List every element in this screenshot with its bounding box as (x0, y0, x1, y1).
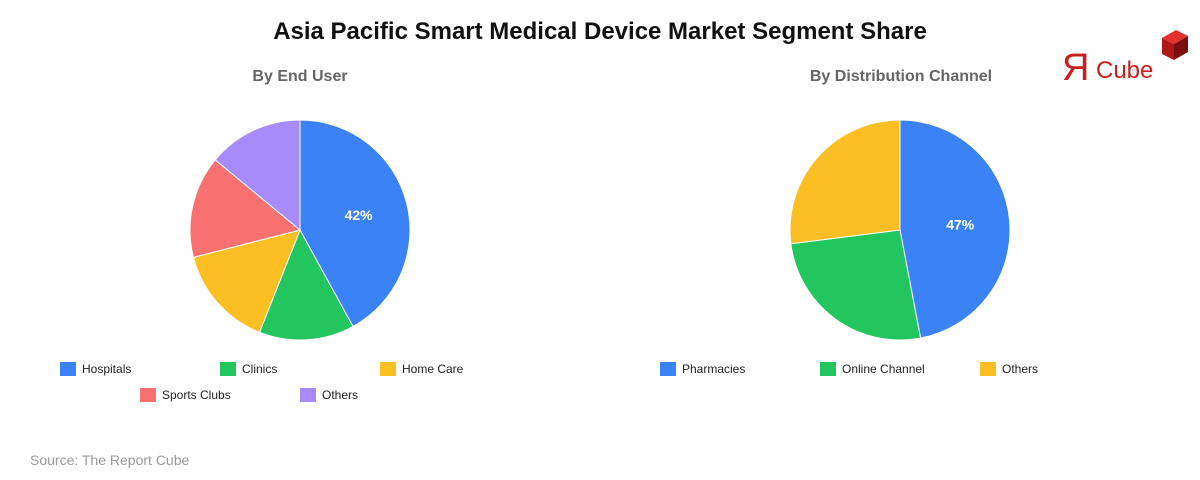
legend-label: Pharmacies (682, 362, 746, 376)
legend-swatch (140, 388, 156, 402)
pie2-title: By Distribution Channel (809, 68, 993, 85)
rcube-logo: Я Cube (1060, 28, 1190, 88)
legend-label: Online Channel (842, 362, 925, 376)
legend-item[interactable]: Others (980, 362, 1038, 376)
pie-slice-home-care (192, 229, 301, 333)
pie-slice-others (789, 119, 901, 245)
chart-title: Asia Pacific Smart Medical Device Market… (273, 18, 927, 45)
legend-swatch (660, 362, 676, 376)
svg-text:Cube: Cube (1096, 57, 1153, 84)
legend-item[interactable]: Pharmacies (660, 362, 745, 376)
legend-swatch (380, 362, 396, 376)
legend-label: Hospitals (82, 362, 132, 376)
legend-label: Home Care (402, 362, 464, 376)
pie-slice-clinics (258, 228, 354, 341)
source-note: Source: The Report Cube (30, 452, 190, 468)
legend-label: Clinics (242, 362, 278, 376)
data-label: 42% (345, 207, 374, 223)
pie1-title: By End User (252, 68, 348, 85)
legend-item[interactable]: Hospitals (60, 362, 131, 376)
pie-slice-sports-clubs (189, 159, 302, 258)
legend-item[interactable]: Clinics (220, 362, 277, 376)
legend-item[interactable]: Online Channel (820, 362, 925, 376)
legend-item[interactable]: Others (300, 388, 358, 402)
legend-label: Sports Clubs (162, 388, 231, 402)
legend-label: Others (1002, 362, 1039, 376)
legend-item[interactable]: Home Care (380, 362, 463, 376)
legend-swatch (300, 388, 316, 402)
legend-label: Others (322, 388, 359, 402)
legend-swatch (60, 362, 76, 376)
legend-swatch (220, 362, 236, 376)
pie-slice-online-channel (790, 229, 922, 341)
data-label: 47% (946, 216, 975, 232)
pie-slice-others (214, 119, 301, 232)
legend-swatch (820, 362, 836, 376)
pie-slice-pharmacies (899, 119, 1011, 339)
legend-item[interactable]: Sports Clubs (140, 388, 231, 402)
legend-swatch (980, 362, 996, 376)
pie-slice-hospitals (299, 119, 411, 328)
svg-text:Я: Я (1062, 47, 1089, 88)
